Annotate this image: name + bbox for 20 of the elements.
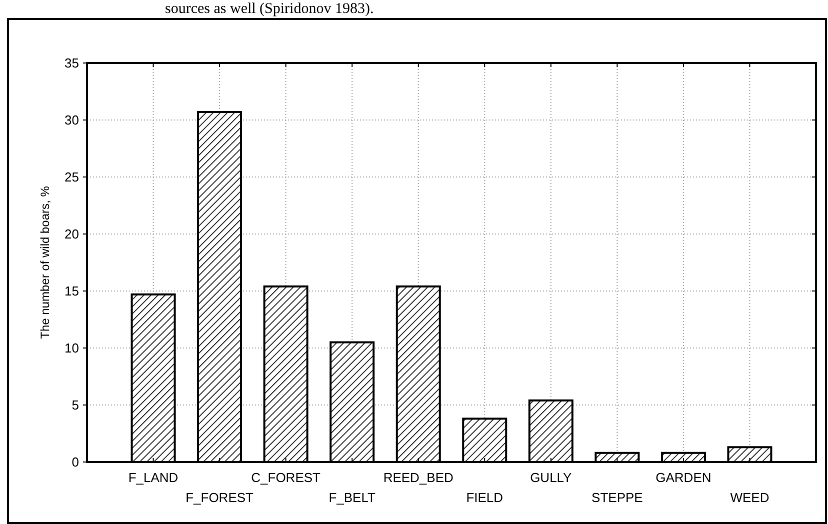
x-tick-label: WEED: [730, 490, 770, 505]
x-tick-label: F_LAND: [128, 470, 178, 485]
x-tick-label: C_FOREST: [251, 470, 321, 485]
x-tick-label: STEPPE: [592, 490, 644, 505]
x-tick-label: GULLY: [530, 470, 572, 485]
x-tick-label: REED_BED: [383, 470, 454, 485]
y-tick-label: 35: [64, 56, 79, 71]
y-tick-label: 20: [64, 226, 79, 242]
source-note: sources as well (Spiridonov 1983).: [165, 1, 374, 17]
x-tick-label: FIELD: [466, 490, 504, 505]
x-tick-label: GARDEN: [656, 470, 712, 485]
y-tick-label: 15: [64, 284, 79, 299]
y-axis-title: The number of wild boars, %: [38, 186, 52, 339]
y-tick-label: 25: [64, 170, 79, 185]
x-tick-label: F_BELT: [328, 490, 376, 505]
y-tick-label: 0: [72, 454, 79, 470]
y-tick-label: 5: [72, 398, 79, 413]
y-tick-label: 30: [64, 112, 79, 128]
x-tick-label: F_FOREST: [186, 490, 254, 505]
y-tick-label: 10: [64, 340, 79, 356]
